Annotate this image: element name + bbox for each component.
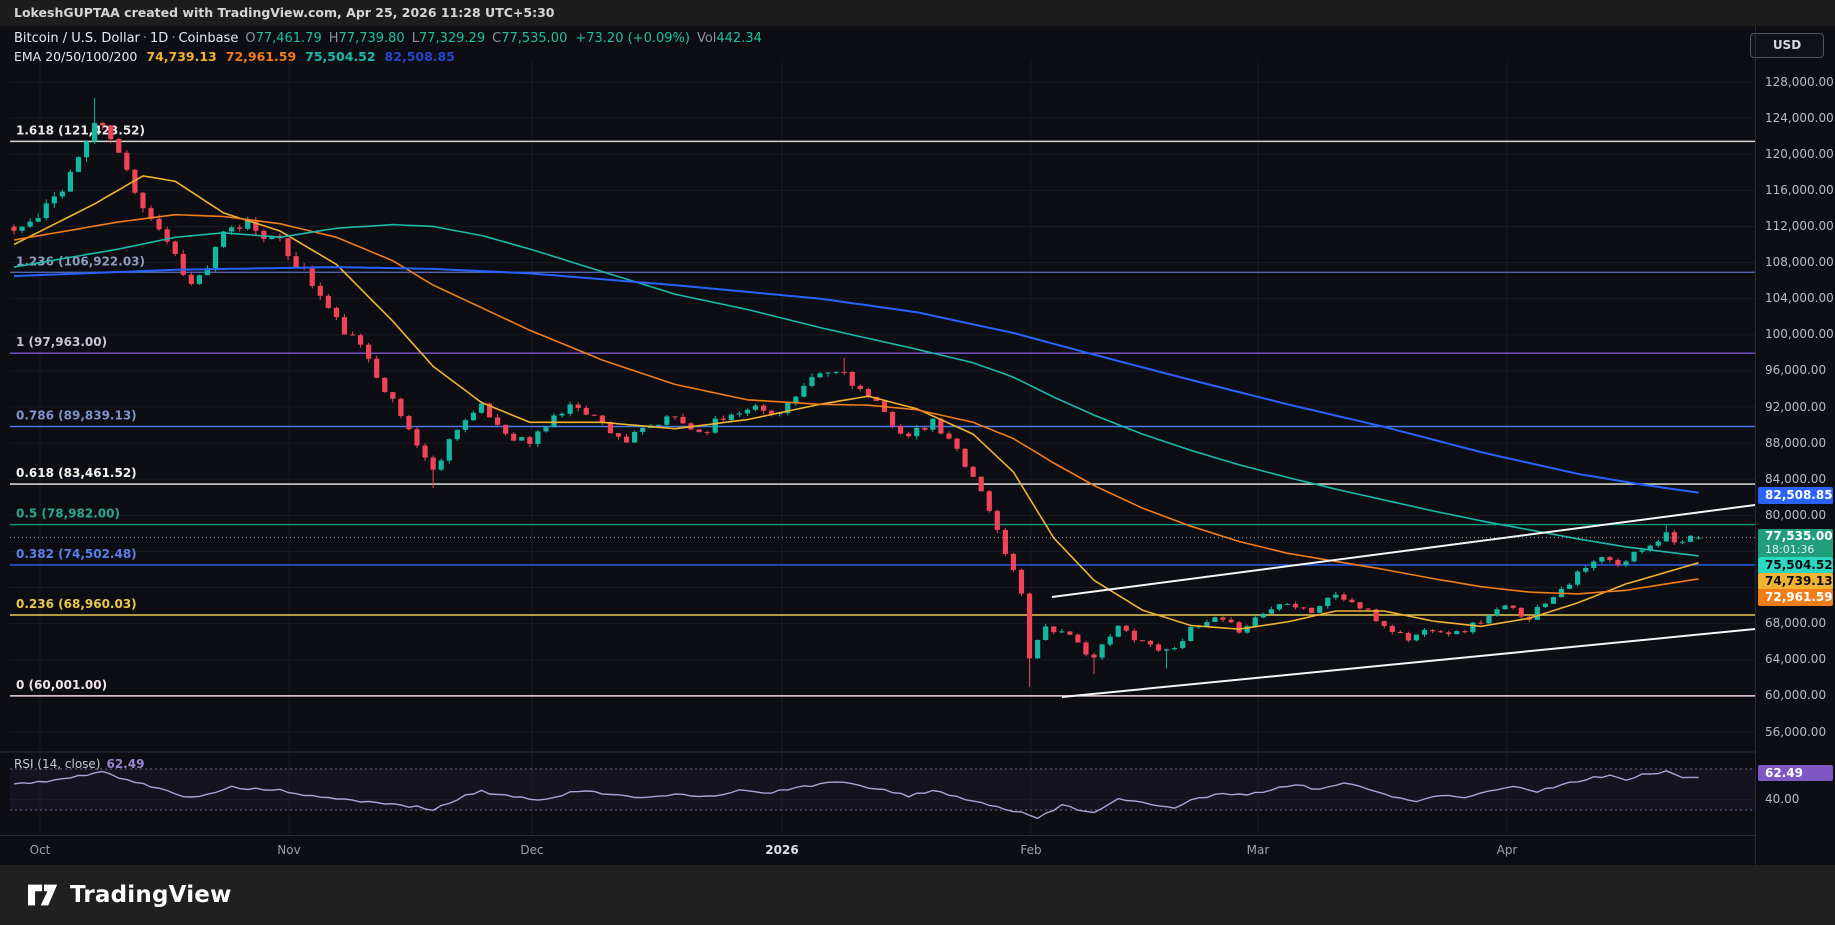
price-badge: 72,961.59: [1758, 588, 1833, 606]
ema-values: 74,739.13 72,961.59 75,504.52 82,508.85: [137, 49, 455, 64]
price-axis[interactable]: 128,000.00 124,000.00 120,000.00 116,000.00…: [1755, 26, 1835, 865]
price-tick-label: 108,000.00: [1765, 255, 1834, 270]
price-tick-label: 64,000.00: [1765, 652, 1827, 667]
fib-label[interactable]: 0.236 (68,960.03): [16, 597, 137, 611]
time-axis-label: Feb: [1020, 843, 1042, 857]
price-tick-label: 68,000.00: [1765, 616, 1827, 631]
price-tick-label: 120,000.00: [1765, 146, 1834, 161]
fib-label[interactable]: 0.786 (89,839.13): [16, 409, 137, 423]
watermark-bar: LokeshGUPTAA created with TradingView.co…: [0, 0, 1835, 26]
price-tick-label: 128,000.00: [1765, 74, 1834, 89]
change-value: +73.20 (+0.09%): [575, 31, 690, 46]
trend-channel[interactable]: [1051, 504, 1756, 698]
tradingview-logo[interactable]: TradingView: [28, 882, 232, 908]
ema-label[interactable]: EMA 20/50/100/200: [14, 49, 138, 64]
ema-indicator-legend[interactable]: EMA 20/50/100/200 74,739.13 72,961.59 75,50…: [14, 49, 455, 64]
rsi-tick-label: 40.00: [1765, 792, 1800, 807]
time-axis[interactable]: Oct Nov Dec 2026 Feb Mar Apr: [0, 835, 1755, 866]
price-badge: 74,739.13: [1758, 572, 1833, 590]
ema-100-line[interactable]: [13, 223, 1699, 557]
time-axis-label: Oct: [29, 843, 51, 857]
symbol-legend[interactable]: Bitcoin / U.S. Dollar · 1D · Coinbase O77,461…: [14, 31, 762, 46]
interval-label[interactable]: 1D: [150, 31, 169, 46]
ohlc-value: 77,535.00: [501, 31, 568, 46]
symbol-title[interactable]: Bitcoin / U.S. Dollar: [14, 31, 140, 46]
ohlc-key: H: [328, 31, 339, 46]
ema-legend-value: 82,508.85: [384, 49, 455, 64]
fib-label[interactable]: 0 (60,001.00): [16, 678, 107, 692]
price-tick-label: 116,000.00: [1765, 182, 1834, 197]
fib-label[interactable]: 1.618 (121,423.52): [16, 123, 145, 137]
tradingview-logo-icon: [28, 884, 58, 906]
volume-label: Vol: [696, 31, 717, 46]
exchange-label[interactable]: Coinbase: [178, 31, 239, 46]
ohlc-key: O: [245, 31, 256, 46]
legend-separator: ·: [142, 31, 148, 46]
currency-toggle-button[interactable]: USD: [1750, 33, 1824, 58]
ohlc-value: 77,329.29: [418, 31, 486, 46]
fib-label[interactable]: 1.236 (106,922.03): [16, 254, 145, 268]
time-axis-label: Nov: [277, 843, 301, 857]
price-badge: 77,535.00 18:01:36: [1758, 528, 1833, 558]
ema-50-line[interactable]: [13, 213, 1699, 595]
watermark-text: LokeshGUPTAA created with TradingView.co…: [14, 5, 555, 20]
ema-lines[interactable]: [13, 175, 1699, 630]
rsi-line[interactable]: [13, 770, 1699, 820]
price-tick-label: 100,000.00: [1765, 327, 1834, 342]
bottom-brand-bar: TradingView: [0, 865, 1835, 925]
time-axis-label: Dec: [520, 843, 544, 857]
price-tick-label: 92,000.00: [1765, 399, 1827, 414]
price-tick-label: 96,000.00: [1765, 363, 1827, 378]
candlestick-series[interactable]: [11, 97, 1702, 687]
legend-separator: ·: [171, 31, 176, 46]
ema-legend-value: 75,504.52: [305, 49, 376, 64]
fib-label[interactable]: 1 (97,963.00): [16, 335, 107, 349]
rsi-indicator-legend[interactable]: RSI (14, close) 62.49: [14, 757, 144, 771]
ema-legend-value: 74,739.13: [146, 49, 217, 64]
rsi-pane[interactable]: [10, 768, 1755, 820]
price-tick-label: 56,000.00: [1765, 724, 1827, 739]
ohlc-values: O77,461.79 H77,739.80 L77,329.29 C77,535.00: [238, 31, 567, 46]
rsi-value-badge: 62.49: [1758, 765, 1833, 781]
fib-label[interactable]: 0.382 (74,502.48): [16, 547, 137, 561]
price-tick-label: 112,000.00: [1765, 218, 1834, 233]
ohlc-value: 77,461.79: [255, 31, 322, 46]
fib-label[interactable]: 0.618 (83,461.52): [16, 466, 137, 480]
ohlc-key: C: [492, 31, 502, 46]
price-badge: 82,508.85: [1758, 486, 1833, 504]
volume-value: 442.34: [716, 31, 762, 46]
ema-legend-value: 72,961.59: [225, 49, 297, 64]
price-badge: 75,504.52: [1758, 556, 1833, 574]
price-tick-label: 124,000.00: [1765, 110, 1834, 125]
price-tick-label: 88,000.00: [1765, 435, 1827, 450]
rsi-label[interactable]: RSI (14, close): [14, 757, 101, 771]
price-tick-label: 80,000.00: [1765, 507, 1827, 522]
rsi-value: 62.49: [106, 757, 145, 771]
fib-label[interactable]: 0.5 (78,982.00): [16, 507, 120, 521]
time-axis-label: Apr: [1496, 843, 1518, 857]
ema-20-line[interactable]: [13, 175, 1699, 630]
time-axis-label: Mar: [1246, 843, 1270, 857]
ema-200-line[interactable]: [13, 266, 1699, 494]
tradingview-logo-text: TradingView: [70, 882, 232, 908]
price-tick-label: 60,000.00: [1765, 688, 1827, 703]
grid-lines: [10, 60, 1755, 835]
ohlc-value: 77,739.80: [338, 31, 405, 46]
time-axis-label: 2026: [765, 843, 799, 857]
price-tick-label: 104,000.00: [1765, 291, 1834, 306]
ohlc-key: L: [411, 31, 419, 46]
price-tick-label: 84,000.00: [1765, 471, 1827, 486]
